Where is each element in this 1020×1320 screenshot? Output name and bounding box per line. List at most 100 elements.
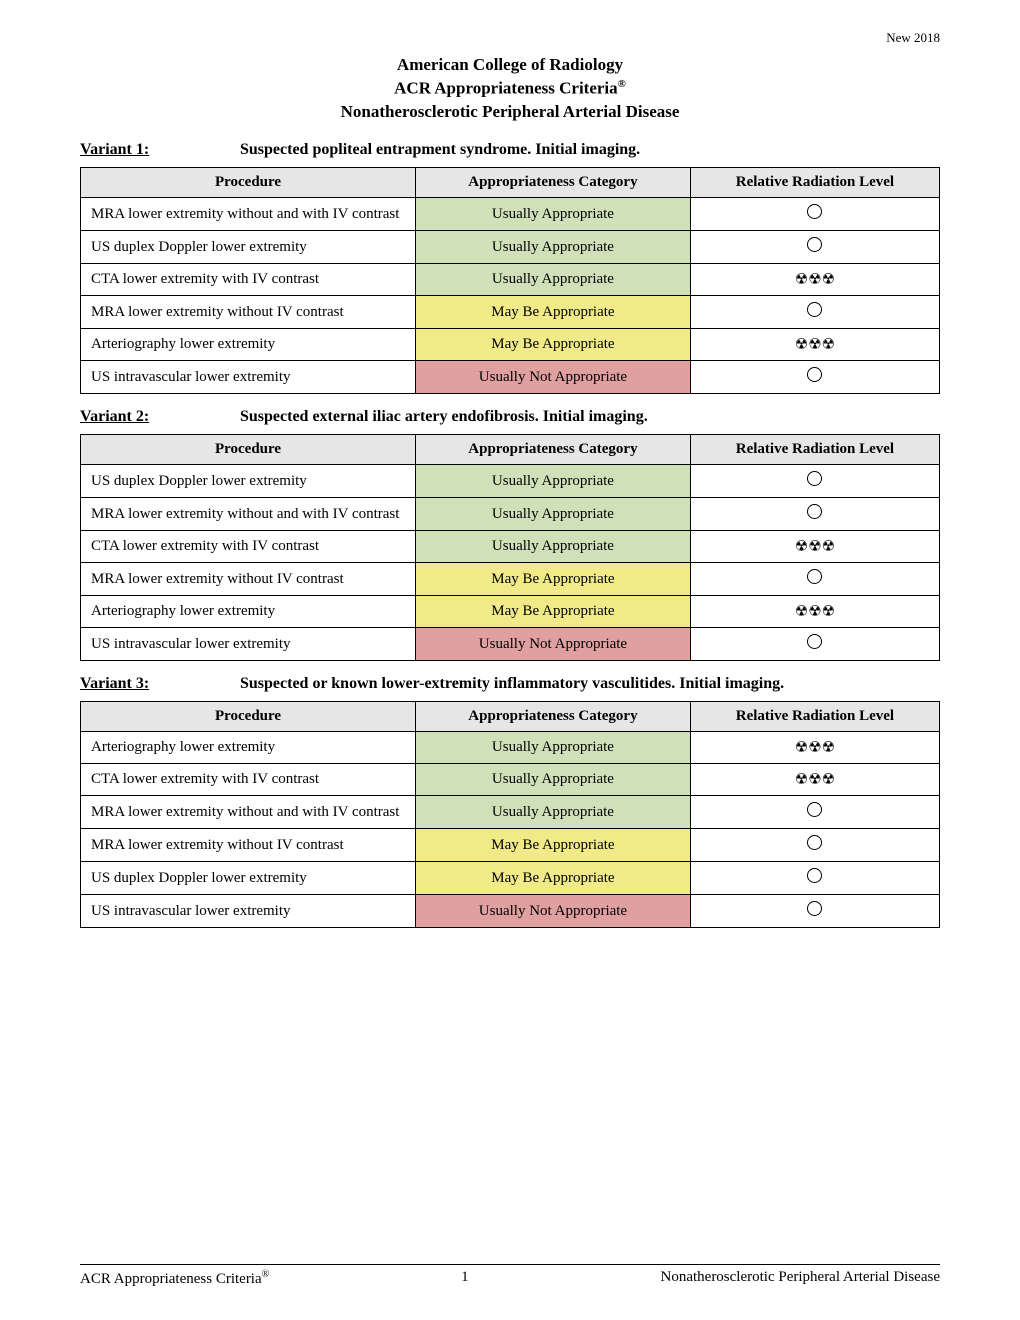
procedure-cell: MRA lower extremity without and with IV … <box>81 796 416 829</box>
col-procedure: Procedure <box>81 435 416 465</box>
table-row: Arteriography lower extremityMay Be Appr… <box>81 596 940 628</box>
variant-label: Variant 2: <box>80 408 240 426</box>
radiation-none-icon <box>807 901 822 916</box>
variant-label: Variant 1: <box>80 141 240 159</box>
radiation-cell <box>690 563 939 596</box>
radiation-three-icon: ☢☢☢ <box>795 740 835 756</box>
variant-description: Suspected external iliac artery endofibr… <box>240 408 648 425</box>
table-row: CTA lower extremity with IV contrastUsua… <box>81 264 940 296</box>
procedure-cell: US intravascular lower extremity <box>81 628 416 661</box>
table-row: US intravascular lower extremityUsually … <box>81 361 940 394</box>
category-cell: May Be Appropriate <box>416 563 691 596</box>
category-cell: Usually Appropriate <box>416 231 691 264</box>
radiation-none-icon <box>807 237 822 252</box>
radiation-cell: ☢☢☢ <box>690 764 939 796</box>
procedure-cell: US duplex Doppler lower extremity <box>81 862 416 895</box>
radiation-cell <box>690 862 939 895</box>
radiation-none-icon <box>807 204 822 219</box>
criteria-table: ProcedureAppropriateness CategoryRelativ… <box>80 701 940 928</box>
radiation-none-icon <box>807 302 822 317</box>
category-cell: Usually Not Appropriate <box>416 361 691 394</box>
col-category: Appropriateness Category <box>416 168 691 198</box>
radiation-cell <box>690 895 939 928</box>
radiation-cell <box>690 465 939 498</box>
criteria-table: ProcedureAppropriateness CategoryRelativ… <box>80 434 940 661</box>
col-category: Appropriateness Category <box>416 435 691 465</box>
category-cell: Usually Appropriate <box>416 498 691 531</box>
radiation-none-icon <box>807 471 822 486</box>
category-cell: May Be Appropriate <box>416 596 691 628</box>
radiation-none-icon <box>807 802 822 817</box>
procedure-cell: MRA lower extremity without IV contrast <box>81 829 416 862</box>
procedure-cell: Arteriography lower extremity <box>81 329 416 361</box>
variant-header: Variant 2:Suspected external iliac arter… <box>80 408 940 426</box>
radiation-cell <box>690 829 939 862</box>
revision-label: New 2018 <box>80 30 940 46</box>
category-cell: Usually Appropriate <box>416 796 691 829</box>
category-cell: Usually Not Appropriate <box>416 895 691 928</box>
radiation-cell <box>690 361 939 394</box>
procedure-cell: Arteriography lower extremity <box>81 596 416 628</box>
radiation-cell: ☢☢☢ <box>690 531 939 563</box>
procedure-cell: US duplex Doppler lower extremity <box>81 465 416 498</box>
variant-label: Variant 3: <box>80 675 240 693</box>
category-cell: Usually Appropriate <box>416 264 691 296</box>
radiation-cell <box>690 198 939 231</box>
procedure-cell: CTA lower extremity with IV contrast <box>81 764 416 796</box>
procedure-cell: US intravascular lower extremity <box>81 361 416 394</box>
col-radiation: Relative Radiation Level <box>690 702 939 732</box>
radiation-cell: ☢☢☢ <box>690 264 939 296</box>
radiation-none-icon <box>807 868 822 883</box>
table-row: MRA lower extremity without IV contrastM… <box>81 296 940 329</box>
table-row: Arteriography lower extremityMay Be Appr… <box>81 329 940 361</box>
radiation-cell: ☢☢☢ <box>690 329 939 361</box>
col-procedure: Procedure <box>81 168 416 198</box>
category-cell: May Be Appropriate <box>416 329 691 361</box>
radiation-none-icon <box>807 367 822 382</box>
procedure-cell: US intravascular lower extremity <box>81 895 416 928</box>
variants-container: Variant 1:Suspected popliteal entrapment… <box>80 141 940 928</box>
category-cell: Usually Appropriate <box>416 732 691 764</box>
procedure-cell: MRA lower extremity without and with IV … <box>81 198 416 231</box>
radiation-none-icon <box>807 569 822 584</box>
col-radiation: Relative Radiation Level <box>690 168 939 198</box>
variant-header: Variant 3:Suspected or known lower-extre… <box>80 675 940 693</box>
variant-header: Variant 1:Suspected popliteal entrapment… <box>80 141 940 159</box>
procedure-cell: CTA lower extremity with IV contrast <box>81 531 416 563</box>
category-cell: Usually Appropriate <box>416 764 691 796</box>
table-row: MRA lower extremity without and with IV … <box>81 796 940 829</box>
title-line2: ACR Appropriateness Criteria® <box>80 77 940 101</box>
page-content: New 2018 American College of Radiology A… <box>0 0 1020 928</box>
radiation-cell <box>690 628 939 661</box>
procedure-cell: MRA lower extremity without and with IV … <box>81 498 416 531</box>
footer-left: ACR Appropriateness Criteria® <box>80 1269 269 1288</box>
col-category: Appropriateness Category <box>416 702 691 732</box>
footer-right: Nonatherosclerotic Peripheral Arterial D… <box>661 1269 940 1288</box>
procedure-cell: CTA lower extremity with IV contrast <box>81 264 416 296</box>
category-cell: Usually Not Appropriate <box>416 628 691 661</box>
title-line1: American College of Radiology <box>80 54 940 77</box>
table-row: US duplex Doppler lower extremityMay Be … <box>81 862 940 895</box>
radiation-three-icon: ☢☢☢ <box>795 604 835 620</box>
table-row: US duplex Doppler lower extremityUsually… <box>81 465 940 498</box>
title-line3: Nonatherosclerotic Peripheral Arterial D… <box>80 101 940 124</box>
procedure-cell: MRA lower extremity without IV contrast <box>81 563 416 596</box>
table-row: MRA lower extremity without and with IV … <box>81 498 940 531</box>
table-row: Arteriography lower extremityUsually App… <box>81 732 940 764</box>
radiation-three-icon: ☢☢☢ <box>795 772 835 788</box>
table-row: CTA lower extremity with IV contrastUsua… <box>81 531 940 563</box>
table-row: MRA lower extremity without IV contrastM… <box>81 829 940 862</box>
title-block: American College of Radiology ACR Approp… <box>80 54 940 123</box>
radiation-cell: ☢☢☢ <box>690 596 939 628</box>
category-cell: May Be Appropriate <box>416 296 691 329</box>
radiation-cell <box>690 231 939 264</box>
radiation-cell <box>690 498 939 531</box>
variant-description: Suspected or known lower-extremity infla… <box>240 675 784 692</box>
procedure-cell: Arteriography lower extremity <box>81 732 416 764</box>
footer-center: 1 <box>461 1269 469 1288</box>
radiation-none-icon <box>807 835 822 850</box>
category-cell: May Be Appropriate <box>416 862 691 895</box>
table-row: CTA lower extremity with IV contrastUsua… <box>81 764 940 796</box>
procedure-cell: MRA lower extremity without IV contrast <box>81 296 416 329</box>
radiation-none-icon <box>807 634 822 649</box>
